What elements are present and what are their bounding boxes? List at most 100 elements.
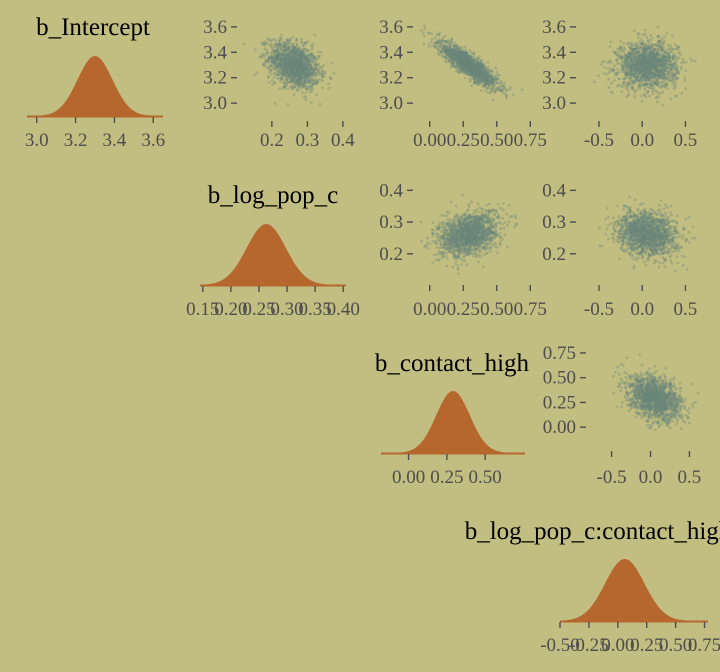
scatter-point (680, 67, 683, 71)
scatter-point (646, 90, 650, 93)
y-tick-label: 3.0 (203, 93, 227, 114)
scatter-point (300, 41, 304, 44)
scatter-point (288, 51, 292, 55)
scatter-point (669, 44, 672, 47)
scatter-point (306, 66, 309, 70)
scatter-point (476, 64, 480, 68)
scatter-point (607, 77, 610, 81)
scatter-point (288, 47, 292, 51)
scatter-point (618, 77, 622, 81)
scatter-point (273, 62, 277, 65)
scatter-point (661, 48, 665, 52)
scatter-point (265, 42, 269, 45)
scatter-point (300, 37, 304, 41)
scatter-point (649, 42, 653, 46)
scatter-point (308, 66, 312, 70)
scatter-point (607, 71, 611, 75)
scatter-point (314, 66, 317, 70)
scatter-point (303, 63, 307, 66)
scatter-point (293, 66, 297, 69)
scatter-point (299, 72, 303, 76)
scatter-point (611, 68, 614, 72)
scatter-point (616, 84, 619, 88)
scatter-point (433, 36, 437, 40)
scatter-point (319, 51, 323, 54)
scatter-point (612, 64, 616, 68)
scatter-point (292, 79, 296, 83)
scatter-point (279, 56, 282, 60)
scatter-point (277, 61, 281, 65)
scatter-point (611, 91, 614, 95)
scatter-point (303, 57, 307, 61)
scatter-point (694, 59, 697, 63)
scatter-point (681, 58, 685, 61)
density-panel-b-contact-high: 0.00 0.25 0.50b_contact_high (375, 350, 530, 488)
scatter-point (291, 45, 294, 48)
scatter-point (643, 43, 647, 47)
scatter-point (303, 63, 307, 67)
scatter-point (662, 85, 666, 88)
scatter-point (446, 57, 450, 60)
scatter-point (440, 39, 444, 43)
scatter-point (284, 81, 288, 85)
scatter-point (456, 64, 460, 68)
scatter-point (483, 69, 487, 73)
scatter-point (321, 71, 325, 74)
scatter-point (298, 67, 302, 71)
scatter-point (487, 65, 491, 69)
scatter-point (652, 53, 655, 56)
scatter-point (296, 65, 300, 69)
scatter-point (419, 220, 423, 224)
scatter-point (308, 71, 312, 75)
scatter-point (623, 67, 627, 71)
scatter-point (281, 49, 284, 53)
scatter-point (657, 35, 660, 39)
scatter-point (653, 74, 657, 78)
scatter-point (444, 50, 448, 54)
scatter-point (596, 74, 600, 78)
scatter-point (636, 35, 640, 39)
scatter-point (300, 76, 304, 80)
scatter-point (471, 59, 475, 63)
scatter-point (270, 60, 273, 64)
scatter-point (291, 48, 295, 51)
scatter-point (283, 70, 287, 73)
scatter-point (311, 54, 315, 57)
scatter-point (473, 56, 477, 60)
scatter-point (273, 68, 276, 72)
scatter-point (299, 66, 303, 70)
scatter-point (277, 53, 280, 57)
scatter-point (633, 90, 637, 94)
scatter-point (480, 58, 484, 62)
scatter-point (619, 40, 622, 43)
scatter-point (322, 75, 326, 79)
scatter-point (295, 58, 298, 62)
scatter-point (287, 56, 291, 60)
scatter-point (308, 77, 311, 81)
scatter-point (273, 62, 277, 65)
density-panel-b-log-pop-c: 0.150.200.250.300.350.40b_log_pop_c (186, 182, 360, 320)
scatter-point (444, 45, 447, 49)
scatter-point (295, 61, 298, 64)
scatter-point (468, 77, 472, 81)
scatter-point (674, 43, 677, 47)
scatter-point (673, 83, 677, 87)
scatter-point (494, 66, 497, 70)
scatter-point (684, 69, 688, 73)
scatter-point (291, 64, 294, 68)
scatter-point (292, 93, 296, 96)
scatter-point (649, 63, 653, 67)
scatter-point (282, 85, 286, 89)
scatter-point (302, 56, 306, 60)
scatter-point (273, 102, 277, 106)
scatter-point (299, 82, 303, 86)
scatter-point (310, 70, 313, 74)
scatter-point (637, 82, 641, 85)
scatter-point (300, 58, 303, 62)
scatter-point (252, 73, 256, 77)
scatter-point (292, 56, 295, 60)
scatter-point (492, 79, 495, 82)
scatter-point (675, 58, 679, 62)
scatter-point (291, 71, 295, 75)
scatter-point (667, 63, 670, 67)
